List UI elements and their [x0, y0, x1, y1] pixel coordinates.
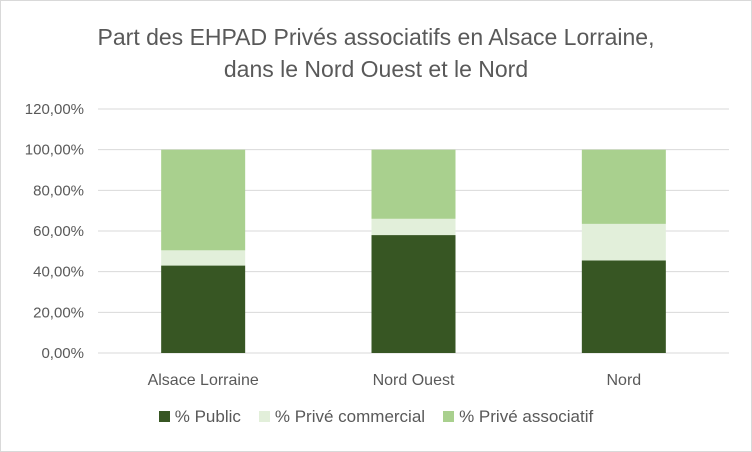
- y-tick-label: 60,00%: [33, 223, 84, 240]
- legend-swatch: [258, 411, 270, 422]
- chart-title-line-1: Part des EHPAD Privés associatifs en Als…: [97, 24, 655, 50]
- bar-segment: [581, 260, 666, 353]
- legend-label: % Public: [174, 407, 241, 426]
- legend-swatch: [158, 411, 170, 422]
- bar-segment: [581, 223, 666, 261]
- y-tick-label: 0,00%: [41, 345, 84, 362]
- y-tick-label: 80,00%: [33, 182, 84, 199]
- legend-label: % Privé commercial: [274, 407, 426, 426]
- y-tick-label: 120,00%: [25, 101, 84, 118]
- y-tick-label: 100,00%: [25, 142, 84, 159]
- x-tick-label: Nord Ouest: [373, 372, 455, 389]
- x-tick-label: Nord: [606, 372, 641, 389]
- bar-segment: [161, 265, 246, 353]
- x-tick-label: Alsace Lorraine: [148, 372, 259, 389]
- bar-segment: [161, 149, 246, 251]
- legend-item: % Privé commercial: [258, 407, 426, 427]
- legend-item: % Public: [158, 407, 241, 427]
- chart-title-line-2: dans le Nord Ouest et le Nord: [223, 56, 529, 82]
- legend: % Public % Privé commercial % Privé associ…: [1, 407, 751, 427]
- legend-label: % Privé associatif: [459, 407, 594, 426]
- y-tick-label: 20,00%: [33, 304, 84, 321]
- bar-segment: [371, 149, 456, 219]
- legend-item: % Privé associatif: [443, 407, 593, 427]
- bar-segment: [161, 250, 246, 266]
- bar-segment: [371, 235, 456, 353]
- legend-swatch: [443, 411, 455, 422]
- y-tick-label: 40,00%: [33, 264, 84, 281]
- chart-title: Part des EHPAD Privés associatifs en Als…: [1, 21, 751, 85]
- bar-segment: [371, 218, 456, 236]
- bar-segment: [581, 149, 666, 224]
